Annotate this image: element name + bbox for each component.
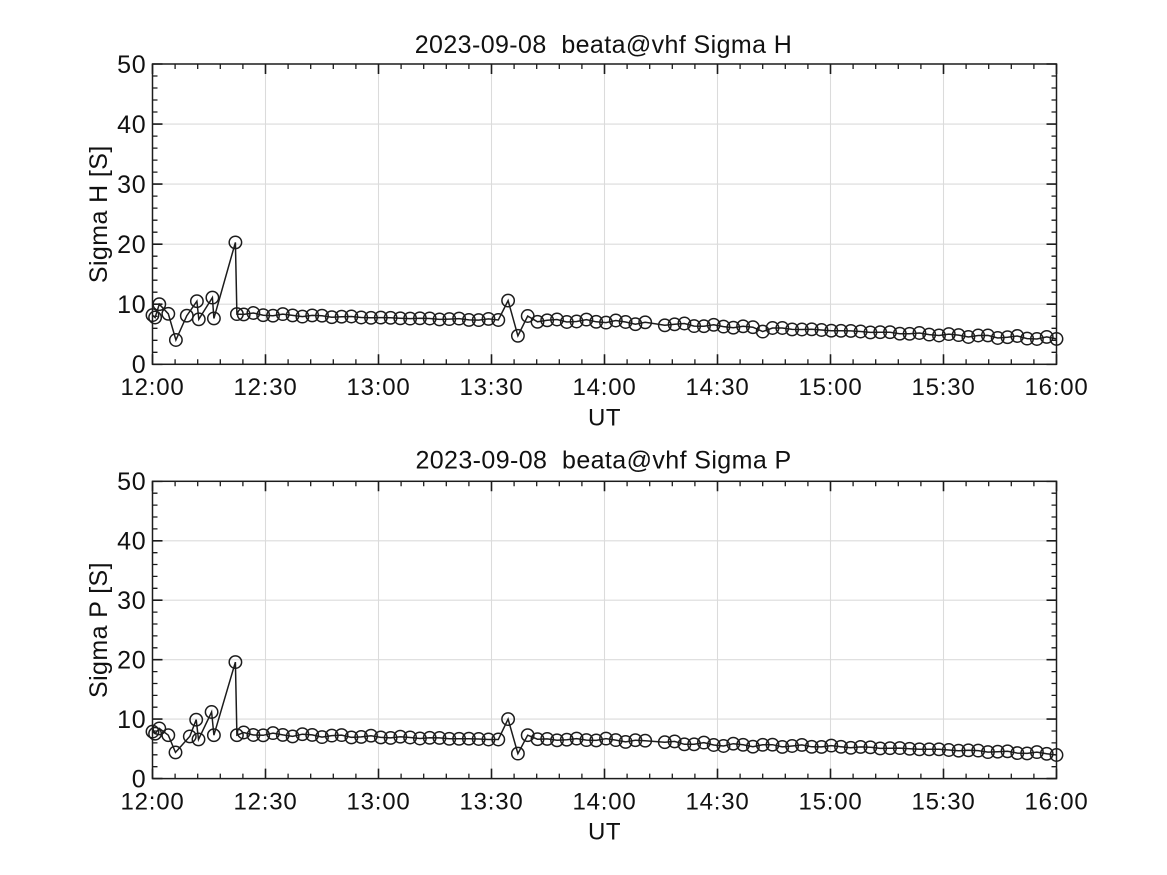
svg-text:20: 20 (117, 647, 146, 675)
svg-text:13:00: 13:00 (346, 374, 410, 401)
svg-text:30: 30 (117, 587, 146, 615)
svg-text:14:00: 14:00 (572, 374, 636, 401)
svg-text:0: 0 (132, 765, 147, 793)
svg-text:13:30: 13:30 (459, 374, 523, 401)
svg-text:2023-09-08 beata@vhf Sigma P: 2023-09-08 beata@vhf Sigma P (415, 447, 791, 475)
svg-text:12:00: 12:00 (120, 788, 184, 815)
svg-text:20: 20 (117, 231, 146, 259)
svg-text:Sigma H [S]: Sigma H [S] (85, 145, 113, 283)
svg-text:40: 40 (117, 528, 146, 556)
svg-text:13:00: 13:00 (346, 788, 410, 815)
svg-text:15:00: 15:00 (798, 374, 862, 401)
svg-text:15:00: 15:00 (798, 788, 862, 815)
svg-text:15:30: 15:30 (911, 374, 975, 401)
svg-text:15:30: 15:30 (911, 788, 975, 815)
svg-text:13:30: 13:30 (459, 788, 523, 815)
svg-text:2023-09-08 beata@vhf Sigma H: 2023-09-08 beata@vhf Sigma H (415, 31, 792, 59)
svg-text:0: 0 (132, 351, 147, 379)
svg-text:14:30: 14:30 (685, 374, 749, 401)
svg-text:12:00: 12:00 (120, 374, 184, 401)
svg-text:UT: UT (588, 404, 621, 431)
svg-text:Sigma P [S]: Sigma P [S] (85, 562, 113, 698)
svg-text:12:30: 12:30 (233, 374, 297, 401)
svg-text:50: 50 (117, 51, 146, 79)
svg-text:UT: UT (588, 819, 621, 846)
svg-text:12:30: 12:30 (233, 788, 297, 815)
svg-text:10: 10 (117, 706, 146, 734)
svg-text:16:00: 16:00 (1024, 374, 1088, 401)
svg-text:40: 40 (117, 111, 146, 139)
svg-text:14:00: 14:00 (572, 788, 636, 815)
svg-text:16:00: 16:00 (1024, 788, 1088, 815)
svg-text:14:30: 14:30 (685, 788, 749, 815)
svg-text:30: 30 (117, 171, 146, 199)
svg-text:10: 10 (117, 291, 146, 319)
svg-text:50: 50 (117, 468, 146, 496)
